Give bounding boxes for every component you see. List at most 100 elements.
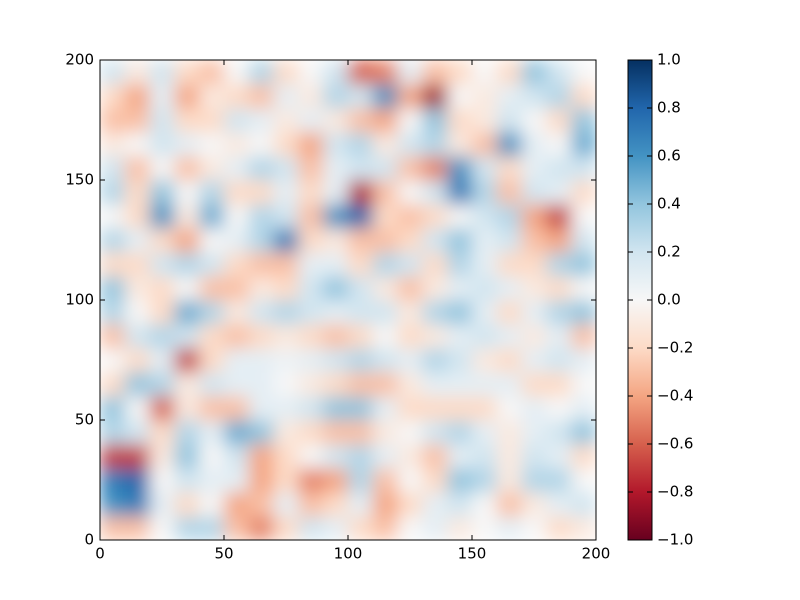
heatmap-cell: [100, 468, 126, 493]
heatmap-cell: [323, 156, 349, 181]
heatmap-cell: [447, 324, 473, 349]
heatmap-cell: [348, 60, 374, 85]
heatmap-cell: [422, 180, 448, 205]
heatmap-cell: [496, 396, 523, 421]
heatmap-cell: [472, 516, 498, 540]
heatmap-cell: [472, 348, 498, 373]
heatmap-cell: [174, 156, 200, 181]
heatmap-cell: [248, 468, 275, 493]
heatmap-cell: [571, 372, 596, 397]
heatmap-cell: [546, 60, 572, 85]
heatmap-cell: [100, 372, 126, 397]
heatmap-cell: [422, 276, 448, 301]
heatmap-cell: [273, 132, 299, 157]
heatmap-cell: [273, 60, 299, 85]
heatmap-cell: [472, 444, 498, 469]
heatmap-cell: [571, 420, 596, 445]
heatmap-cell: [372, 372, 399, 397]
heatmap-cell: [521, 468, 547, 493]
heatmap-cell: [348, 372, 374, 397]
heatmap-cell: [100, 252, 126, 277]
colorbar-tick-label: 0.4: [657, 195, 681, 213]
heatmap-cell: [323, 372, 349, 397]
heatmap-cell: [100, 276, 126, 301]
heatmap-cell: [571, 492, 596, 517]
heatmap-cell: [224, 324, 250, 349]
heatmap-cell: [323, 60, 349, 85]
heatmap-cell: [273, 444, 299, 469]
heatmap-cell: [199, 468, 225, 493]
heatmap-cell: [447, 276, 473, 301]
heatmap-cell: [149, 516, 175, 540]
heatmap-cell: [174, 444, 200, 469]
heatmap-cell: [571, 228, 596, 253]
heatmap-cell: [224, 468, 250, 493]
heatmap-cell: [100, 348, 126, 373]
heatmap-cell: [174, 420, 200, 445]
heatmap-cell: [124, 276, 151, 301]
heatmap-cell: [372, 396, 399, 421]
heatmap-cell: [348, 108, 374, 133]
heatmap-cell: [521, 420, 547, 445]
colorbar-tick-label: 0.0: [657, 291, 681, 309]
heatmap-cell: [273, 468, 299, 493]
x-tick-label: 200: [582, 545, 611, 563]
heatmap-cell: [273, 156, 299, 181]
heatmap-cell: [298, 276, 324, 301]
heatmap-cell: [397, 156, 423, 181]
heatmap-cell: [323, 132, 349, 157]
heatmap-cell: [323, 324, 349, 349]
heatmap-cell: [521, 156, 547, 181]
heatmap-cell: [298, 228, 324, 253]
heatmap-cell: [571, 348, 596, 373]
heatmap-cell: [422, 228, 448, 253]
colorbar-tick-label: 1.0: [657, 51, 681, 69]
heatmap-cell: [323, 84, 349, 109]
heatmap-cell: [571, 132, 596, 157]
heatmap-cell: [348, 420, 374, 445]
heatmap-cell: [224, 492, 250, 517]
heatmap-cell: [273, 492, 299, 517]
heatmap-cell: [397, 444, 423, 469]
heatmap-cell: [348, 492, 374, 517]
heatmap-cell: [174, 396, 200, 421]
heatmap-cell: [348, 204, 374, 229]
heatmap-cell: [546, 228, 572, 253]
heatmap-cell: [571, 84, 596, 109]
heatmap-cell: [224, 204, 250, 229]
heatmap-cell: [149, 84, 175, 109]
heatmap-cell: [124, 252, 151, 277]
heatmap-cell: [273, 324, 299, 349]
x-tick-label: 0: [95, 545, 105, 563]
heatmap-cell: [248, 204, 275, 229]
heatmap-cell: [323, 276, 349, 301]
heatmap-cell: [546, 372, 572, 397]
heatmap-cell: [174, 276, 200, 301]
heatmap-cell: [124, 492, 151, 517]
heatmap-cell: [496, 324, 523, 349]
heatmap-cell: [149, 204, 175, 229]
heatmap-cell: [397, 492, 423, 517]
heatmap-cell: [273, 396, 299, 421]
heatmap-cell: [571, 324, 596, 349]
heatmap-cell: [447, 516, 473, 540]
heatmap-cell: [422, 468, 448, 493]
heatmap-cell: [546, 300, 572, 325]
colorbar-tick-label: −0.4: [657, 387, 693, 405]
heatmap-cell: [149, 252, 175, 277]
heatmap-cell: [397, 324, 423, 349]
heatmap-cell: [546, 132, 572, 157]
heatmap-cell: [571, 204, 596, 229]
heatmap-cell: [248, 324, 275, 349]
heatmap-cell: [149, 348, 175, 373]
heatmap-cell: [100, 228, 126, 253]
heatmap-cell: [273, 420, 299, 445]
heatmap-cell: [397, 108, 423, 133]
heatmap-cell: [174, 84, 200, 109]
heatmap-cell: [348, 252, 374, 277]
heatmap-cell: [422, 252, 448, 277]
heatmap-cell: [397, 60, 423, 85]
heatmap-cell: [521, 204, 547, 229]
heatmap-cell: [100, 396, 126, 421]
